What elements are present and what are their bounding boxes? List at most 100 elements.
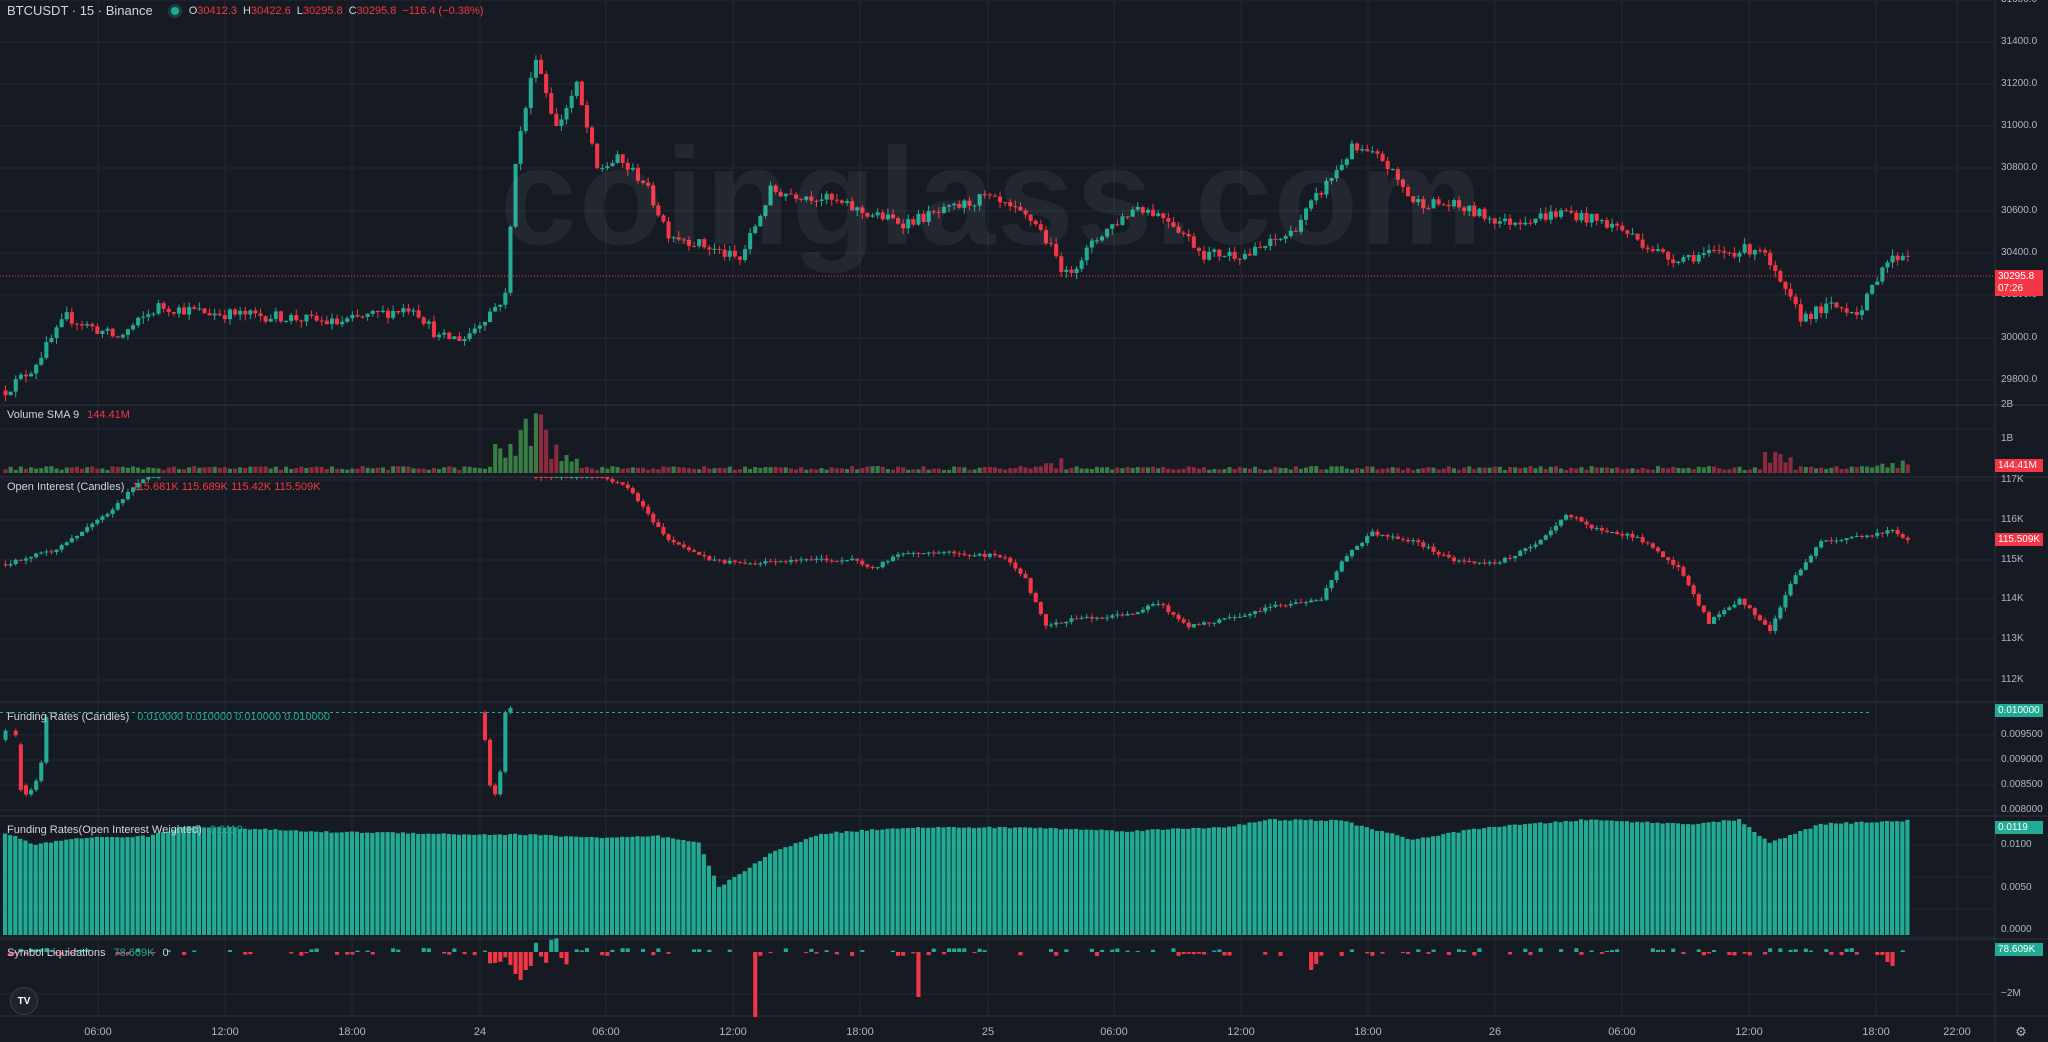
- frw-pane-label[interactable]: Funding Rates(Open Interest Weighted) 0.0…: [7, 824, 243, 836]
- liquidation-bar-short: [1661, 949, 1666, 952]
- oi-pane-label[interactable]: Open Interest (Candles) 115.681K 115.689K…: [7, 481, 321, 493]
- oi-candle-body: [34, 553, 39, 558]
- volume-bar: [396, 466, 401, 473]
- price-candle-body: [1615, 223, 1620, 226]
- frw-column: [1237, 824, 1242, 935]
- liquidation-bar-long: [850, 952, 855, 956]
- liquidation-bar-long: [1176, 952, 1181, 956]
- frw-column: [1150, 829, 1155, 935]
- oi-candle-body: [799, 559, 804, 561]
- volume-bar: [1676, 467, 1681, 473]
- fr-pane-label[interactable]: Funding Rates (Candles) 0.010000 0.010000…: [7, 711, 330, 723]
- oi-candle-body: [136, 482, 141, 488]
- liquidation-bar-short: [1416, 949, 1421, 952]
- frw-column: [1675, 823, 1680, 935]
- frw-column: [1114, 831, 1119, 935]
- y-axis-label-liq: −2M: [2001, 988, 2021, 999]
- volume-bar: [1589, 466, 1594, 473]
- frw-column: [1094, 830, 1099, 935]
- frw-column: [258, 829, 263, 935]
- frw-column: [737, 874, 742, 935]
- volume-bar: [1380, 468, 1385, 473]
- tradingview-logo-icon[interactable]: TV: [10, 987, 38, 1015]
- price-candle-body: [1100, 236, 1105, 241]
- frw-column: [564, 836, 569, 935]
- oi-candle-body: [834, 560, 839, 562]
- frw-column: [1645, 821, 1650, 935]
- x-axis-label: 06:00: [1608, 1026, 1636, 1038]
- settings-gear-icon[interactable]: ⚙: [2015, 1024, 2027, 1039]
- oi-candle-body: [1074, 618, 1079, 620]
- oi-candle-body: [1395, 536, 1400, 540]
- volume-bar: [1635, 469, 1640, 473]
- price-candle-body: [1079, 260, 1084, 269]
- frw-column: [905, 827, 910, 935]
- frw-column: [1558, 822, 1563, 935]
- frw-column: [288, 830, 293, 935]
- price-candle-body: [69, 312, 74, 324]
- frw-column: [54, 840, 59, 935]
- oi-candle-body: [1594, 528, 1599, 530]
- frw-column: [89, 837, 94, 935]
- frw-column: [1303, 820, 1308, 935]
- liq-value-tag: 78.609K: [1995, 943, 2043, 956]
- frw-column: [1063, 828, 1068, 935]
- volume-bar: [574, 458, 579, 473]
- volume-bar: [355, 468, 360, 473]
- oi-candle-body: [100, 516, 105, 520]
- price-candle-body: [1523, 222, 1528, 225]
- volume-bar: [982, 467, 987, 473]
- volume-bar: [1722, 469, 1727, 473]
- price-candle-body: [1513, 222, 1518, 225]
- volume-bar: [1661, 467, 1666, 473]
- frw-column: [966, 827, 972, 935]
- price-candle-body: [1783, 281, 1788, 289]
- frw-column: [992, 828, 997, 935]
- volume-pane-label[interactable]: Volume SMA 9 144.41M: [7, 409, 130, 421]
- frw-column: [135, 836, 140, 935]
- frw-column: [1221, 827, 1227, 935]
- volume-bar: [406, 466, 411, 473]
- volume-bar: [171, 466, 176, 473]
- frw-column: [507, 834, 513, 935]
- volume-bar: [370, 468, 375, 473]
- frw-column: [1527, 823, 1533, 935]
- symbol-title[interactable]: BTCUSDT · 15 · Binance: [7, 3, 153, 18]
- volume-bar: [671, 466, 676, 473]
- liquidation-bar-short: [1849, 948, 1854, 952]
- volume-bar: [1140, 467, 1145, 473]
- volume-bar: [1059, 458, 1064, 473]
- price-candle-body: [467, 333, 472, 340]
- oi-candle-body: [829, 560, 834, 562]
- liquidation-bar-long: [753, 952, 758, 1017]
- liquidation-bar-long: [472, 952, 477, 956]
- liquidation-bar-long: [926, 952, 931, 956]
- liquidation-bar-long: [69, 952, 74, 954]
- oi-candle-body: [936, 552, 941, 554]
- liquidation-bar-long: [513, 952, 518, 974]
- liq-pane-label[interactable]: Symbol Liquidations 78.609K 0: [7, 947, 169, 959]
- oi-value-tag: 115.509K: [1995, 533, 2043, 546]
- price-candle-body: [1166, 218, 1171, 222]
- frw-column: [120, 837, 125, 935]
- frw-column: [941, 827, 946, 935]
- fr-candle-body: [44, 717, 49, 763]
- volume-bar: [1579, 467, 1584, 473]
- oi-candle-body: [1089, 616, 1094, 619]
- oi-candle-body: [1472, 561, 1477, 564]
- price-candle-body: [1865, 293, 1870, 311]
- volume-bar: [161, 469, 166, 473]
- price-candle-body: [998, 196, 1003, 203]
- volume-bar: [248, 466, 253, 473]
- volume-bar: [1324, 469, 1329, 473]
- frw-column: [864, 830, 870, 935]
- volume-bar: [1339, 466, 1344, 473]
- volume-bar: [987, 467, 992, 473]
- liquidation-bar-long: [1426, 952, 1431, 954]
- volume-bar: [1212, 468, 1217, 473]
- price-candle-body: [1814, 306, 1819, 320]
- frw-column: [1624, 821, 1629, 935]
- y-axis-label-oi: 114K: [2001, 593, 2024, 604]
